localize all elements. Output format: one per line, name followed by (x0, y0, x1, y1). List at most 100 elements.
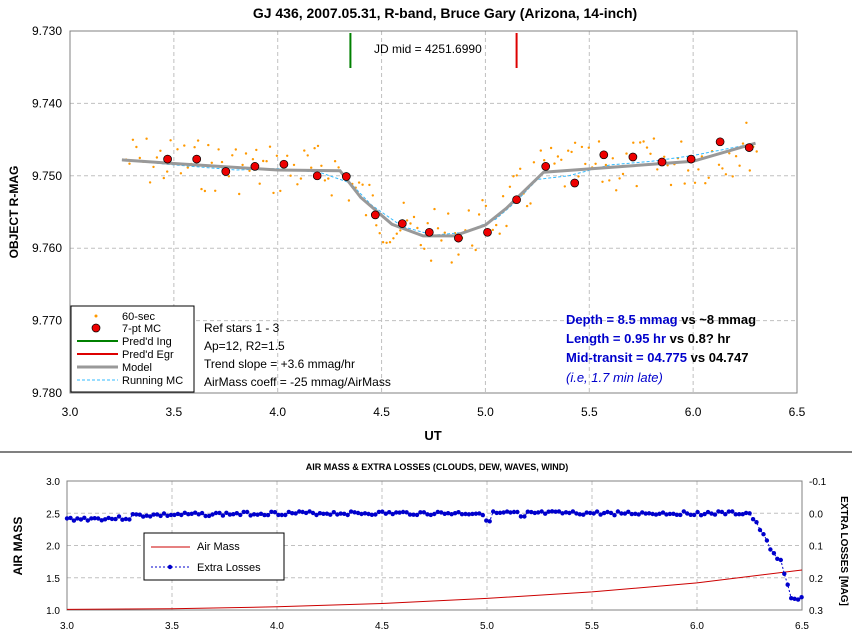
loss-point (681, 509, 686, 514)
loss-point (238, 512, 243, 518)
loss-point (442, 511, 447, 516)
raw-point (402, 201, 405, 204)
legend-air-mass: Air Mass (197, 541, 240, 553)
loss-point (629, 511, 634, 517)
raw-point (203, 189, 207, 193)
model-line (121, 141, 756, 238)
bottom-y-tick-label: 1.0 (46, 606, 60, 617)
raw-point (381, 241, 385, 244)
bottom-y-axis-label: AIR MASS (11, 517, 25, 576)
loss-point (290, 511, 295, 516)
mc-point (715, 137, 725, 147)
loss-point (418, 510, 423, 515)
loss-point (747, 511, 752, 516)
bottom-x-tick-label: 5.0 (480, 621, 494, 632)
loss-point (733, 512, 738, 517)
loss-point (161, 511, 167, 516)
loss-point (421, 510, 427, 515)
loss-point (473, 511, 479, 516)
raw-point (721, 167, 724, 170)
loss-point (799, 595, 804, 600)
legend-running-mc: Running MC (122, 375, 183, 387)
raw-point (625, 152, 628, 155)
loss-point (581, 512, 586, 517)
bottom-x-tick-label: 6.0 (690, 621, 704, 632)
raw-point (371, 194, 374, 197)
loss-point (210, 512, 215, 517)
raw-point (597, 140, 601, 143)
mc-point (312, 171, 322, 181)
mc-point (341, 172, 351, 181)
loss-point (445, 511, 451, 516)
mc-point (657, 157, 667, 167)
loss-point (335, 512, 340, 517)
raw-point (645, 146, 649, 149)
mc-point (483, 227, 492, 237)
raw-point (553, 162, 556, 165)
raw-point (368, 183, 371, 187)
loss-point (688, 512, 693, 517)
depth-result: Depth = 8.5 mmag vs ~8 mmag (566, 312, 756, 327)
raw-point (519, 167, 522, 170)
loss-point (477, 511, 482, 516)
raw-point (560, 158, 563, 161)
raw-point (738, 164, 741, 167)
loss-point (518, 514, 524, 519)
length-result: Length = 0.95 hr vs 0.8? hr (566, 331, 730, 346)
loss-point (432, 511, 437, 517)
loss-point (404, 510, 409, 515)
raw-point (419, 243, 422, 247)
bottom-y2-tick-label: 0.2 (809, 574, 823, 585)
raw-point (663, 155, 666, 158)
loss-point (394, 510, 399, 515)
raw-point (210, 161, 213, 164)
loss-point (674, 512, 679, 517)
raw-point (310, 166, 313, 169)
raw-point (159, 149, 162, 152)
mc-point (570, 178, 580, 188)
loss-point (179, 512, 184, 518)
loss-point (276, 512, 281, 518)
bottom-y-tick-label: 3.0 (46, 477, 60, 488)
loss-point (782, 571, 787, 576)
raw-point (608, 179, 611, 182)
mc-point (454, 233, 463, 243)
loss-point (116, 514, 122, 519)
raw-point (594, 162, 597, 165)
loss-point (470, 511, 475, 517)
loss-point (653, 512, 659, 517)
loss-point (484, 518, 489, 523)
loss-point (331, 510, 336, 515)
loss-point (778, 557, 783, 563)
loss-point (525, 509, 530, 514)
raw-point (440, 239, 443, 242)
bottom-x-tick-label: 3.0 (60, 621, 74, 632)
raw-point (179, 172, 183, 175)
loss-point (633, 511, 638, 516)
raw-point (306, 154, 309, 157)
raw-point (697, 168, 700, 171)
mc-point (424, 227, 434, 237)
raw-point (296, 183, 299, 186)
loss-point (199, 510, 205, 516)
mc-point (192, 154, 202, 164)
bottom-chart-title: AIR MASS & EXTRA LOSSES (CLOUDS, DEW, WA… (306, 462, 569, 472)
mc-point (599, 150, 609, 160)
raw-point (573, 141, 577, 144)
loss-point (345, 512, 350, 518)
loss-point (269, 509, 274, 514)
loss-point (754, 520, 759, 525)
raw-point (388, 241, 392, 244)
top-legend: 60-sec 7-pt MC Pred'd Ing Pred'd Egr Mod… (70, 305, 195, 393)
air-mass-line (66, 569, 803, 610)
loss-point (761, 532, 766, 537)
loss-point (615, 509, 621, 514)
loss-point (522, 514, 527, 519)
loss-point (549, 509, 555, 514)
bottom-y2-axis-label: EXTRA LOSSES [MAG] (838, 496, 849, 606)
loss-point (698, 513, 704, 518)
top-y-tick-labels: 9.730 9.740 9.750 9.760 9.770 9.780 (32, 24, 62, 400)
top-x-tick-label: 6.5 (789, 405, 806, 419)
raw-point (745, 121, 748, 125)
loss-point (165, 513, 170, 518)
